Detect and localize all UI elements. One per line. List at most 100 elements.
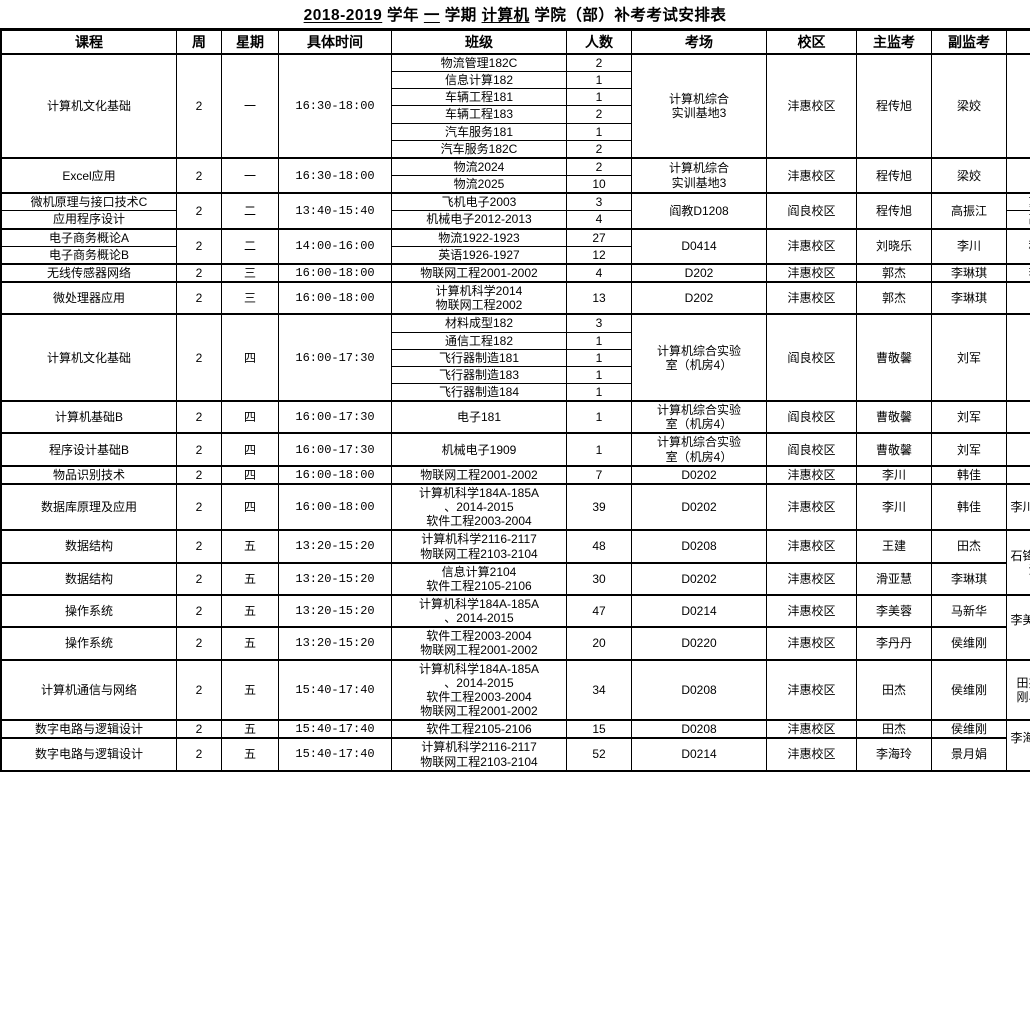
cell-campus: 沣惠校区 (766, 482, 857, 531)
column-header-time: 具体时间 (278, 30, 392, 55)
cell-deputy-invigilator: 李琳琪 (931, 281, 1007, 315)
cell-count: 3 (566, 313, 632, 333)
cell-course: 数据结构 (0, 561, 177, 596)
table-row: 汽车服务182C 2 (1, 139, 1030, 159)
cell-campus: 阎良校区 (766, 192, 857, 230)
cell-time: 15:40-17:40 (278, 737, 392, 772)
cell-week: 2 (176, 561, 222, 596)
table-body: 计算机文化基础 2 一 16:30-18:00 物流管理182C 2 计算机综合 实训基地3 沣… (0, 53, 1030, 772)
table-row: 操作系统 2 五 13:20-15:20 软件工程2003-2004 物联网工程2001-… (0, 626, 1030, 661)
cell-main-invigilator: 程传旭 (856, 156, 932, 194)
cell-deputy-invigilator: 梁姣 (931, 156, 1007, 194)
cell-room: D0214 (631, 593, 767, 628)
cell-course: 程序设计基础B (0, 432, 177, 467)
cell-count: 47 (566, 593, 632, 628)
cell-course: 计算机文化基础 (0, 53, 177, 159)
cell-day: 一 (221, 53, 279, 159)
cell-room: D0214 (631, 737, 767, 772)
cell-count: 2 (566, 139, 632, 159)
table-row: 无线传感器网络 2 三 16:00-18:00 物联网工程2001-2002 4 D202 沣… (0, 262, 1030, 283)
cell-chief-examiner: 田杰、侯维刚、马新华 (1006, 658, 1030, 721)
cell-room: 阎教D1208 (631, 192, 767, 230)
cell-count: 1 (566, 331, 632, 350)
table-row: 汽车服务181 1 (1, 122, 1030, 141)
cell-campus: 沣惠校区 (766, 156, 857, 194)
cell-time: 16:30-18:00 (278, 53, 392, 159)
cell-day: 四 (221, 400, 279, 434)
cell-time: 13:20-15:20 (278, 561, 392, 596)
cell-week: 2 (176, 227, 222, 265)
cell-chief-examiner: 李美蓉、李丹丹 (1006, 594, 1030, 661)
table-row: 计算机文化基础 2 四 16:00-17:30 材料成型182 3 计算机综合实验 室（机房4… (0, 313, 1030, 402)
cell-week: 2 (176, 593, 222, 628)
cell-main-invigilator: 郭杰 (856, 262, 932, 283)
column-header-class: 班级 (391, 30, 567, 55)
cell-week: 2 (176, 432, 222, 467)
cell-campus: 沣惠校区 (766, 529, 857, 564)
cell-day: 二 (221, 227, 279, 265)
cell-campus: 沣惠校区 (766, 719, 857, 739)
cell-campus: 阎良校区 (766, 313, 857, 402)
cell-main-invigilator: 田杰 (856, 719, 932, 739)
cell-deputy-invigilator: 高振江 (931, 192, 1007, 230)
table-row: 车辆工程183 2 (1, 105, 1030, 124)
cell-room: 计算机综合 实训基地3 (631, 156, 767, 194)
cell-count: 2 (566, 156, 632, 177)
cell-deputy-invigilator: 景月娟 (931, 737, 1007, 772)
cell-count: 10 (566, 175, 632, 194)
cell-class: 车辆工程181 (391, 88, 567, 107)
cell-campus: 阎良校区 (766, 432, 857, 467)
cell-campus: 沣惠校区 (766, 737, 857, 772)
cell-week: 2 (176, 53, 222, 159)
cell-campus: 沣惠校区 (766, 626, 857, 661)
cell-class: 材料成型182 (391, 313, 567, 333)
cell-main-invigilator: 李川 (856, 464, 932, 485)
cell-class: 通信工程182 (391, 331, 567, 350)
cell-class: 英语1926-1927 (391, 245, 567, 265)
cell-main-invigilator: 刘晓乐 (856, 227, 932, 265)
cell-count: 4 (566, 262, 632, 283)
cell-count: 1 (566, 122, 632, 141)
cell-room: D0202 (631, 561, 767, 596)
cell-class: 飞行器制造181 (391, 348, 567, 367)
cell-course: 电子商务概论A (0, 227, 177, 247)
cell-chief-examiner (1006, 400, 1030, 434)
table-row: 计算机通信与网络 2 五 15:40-17:40 计算机科学184A-185A 、2014… (0, 658, 1030, 721)
cell-chief-examiner: 李川、张晓丽 (1006, 482, 1030, 531)
cell-count: 27 (566, 227, 632, 247)
cell-deputy-invigilator: 李琳琪 (931, 561, 1007, 596)
cell-week: 2 (176, 464, 222, 485)
cell-main-invigilator: 滑亚慧 (856, 561, 932, 596)
cell-main-invigilator: 李川 (856, 482, 932, 531)
cell-class: 车辆工程183 (391, 105, 567, 124)
cell-count: 1 (566, 400, 632, 434)
cell-class: 机械电子1909 (391, 432, 567, 467)
cell-course: 微处理器应用 (0, 281, 177, 315)
table-row: 微机原理与接口技术C 2 二 13:40-15:40 飞机电子2003 3 阎教D1208 阎… (0, 192, 1030, 230)
cell-time: 16:00-18:00 (278, 482, 392, 531)
table-row: 计算机文化基础 2 一 16:30-18:00 物流管理182C 2 计算机综合 实训基地3 沣… (0, 53, 1030, 159)
cell-campus: 阎良校区 (766, 400, 857, 434)
cell-course: 应用程序设计 (0, 210, 177, 230)
cell-course: 物品识别技术 (0, 464, 177, 485)
cell-deputy-invigilator: 侯维刚 (931, 719, 1007, 739)
cell-day: 四 (221, 482, 279, 531)
cell-room: 计算机综合 实训基地3 (631, 53, 767, 159)
cell-course: 微机原理与接口技术C (0, 192, 177, 212)
cell-count: 13 (566, 281, 632, 315)
table-row: 数字电路与逻辑设计 2 五 15:40-17:40 计算机科学2116-2117 物联网工… (0, 737, 1030, 772)
table-row: 数据结构 2 五 13:20-15:20 计算机科学2116-2117 物联网工程2103… (0, 529, 1030, 596)
cell-week: 2 (176, 281, 222, 315)
cell-main-invigilator: 程传旭 (856, 192, 932, 230)
cell-class: 信息计算182 (391, 71, 567, 90)
cell-chief-examiner: 田杰 (1006, 464, 1030, 485)
cell-class: 物流2025 (391, 175, 567, 194)
cell-count: 1 (566, 348, 632, 367)
cell-week: 2 (176, 313, 222, 402)
table-row: 信息计算182 1 (1, 71, 1030, 90)
cell-course: 数据结构 (0, 529, 177, 564)
cell-count: 1 (566, 88, 632, 107)
cell-count: 12 (566, 245, 632, 265)
cell-class: 物联网工程2001-2002 (391, 464, 567, 485)
